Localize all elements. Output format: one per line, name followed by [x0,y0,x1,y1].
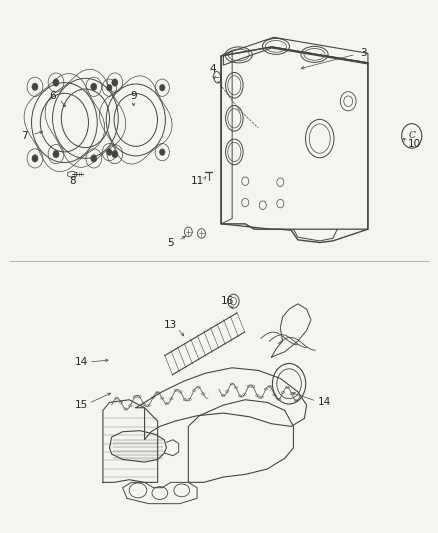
Text: 6: 6 [49,91,56,101]
Circle shape [91,155,97,162]
Circle shape [53,79,59,86]
Circle shape [106,149,112,156]
Text: 5: 5 [167,238,174,247]
Text: 7: 7 [21,131,28,141]
Circle shape [32,83,38,91]
Circle shape [112,79,118,86]
Circle shape [91,83,97,91]
Circle shape [159,84,165,91]
Text: 3: 3 [360,49,367,58]
Circle shape [159,149,165,156]
Text: 14: 14 [318,398,331,407]
Text: 4: 4 [209,64,216,74]
Circle shape [106,84,112,91]
Text: 15: 15 [74,400,88,410]
Text: 8: 8 [69,176,76,186]
Text: 16: 16 [221,296,234,306]
Circle shape [53,150,59,158]
Text: 13: 13 [164,320,177,330]
Text: 14: 14 [74,358,88,367]
Text: 11: 11 [191,176,204,186]
Circle shape [112,150,118,158]
Text: C: C [408,132,415,140]
Text: 10: 10 [407,139,420,149]
Circle shape [32,155,38,162]
Text: 9: 9 [130,91,137,101]
